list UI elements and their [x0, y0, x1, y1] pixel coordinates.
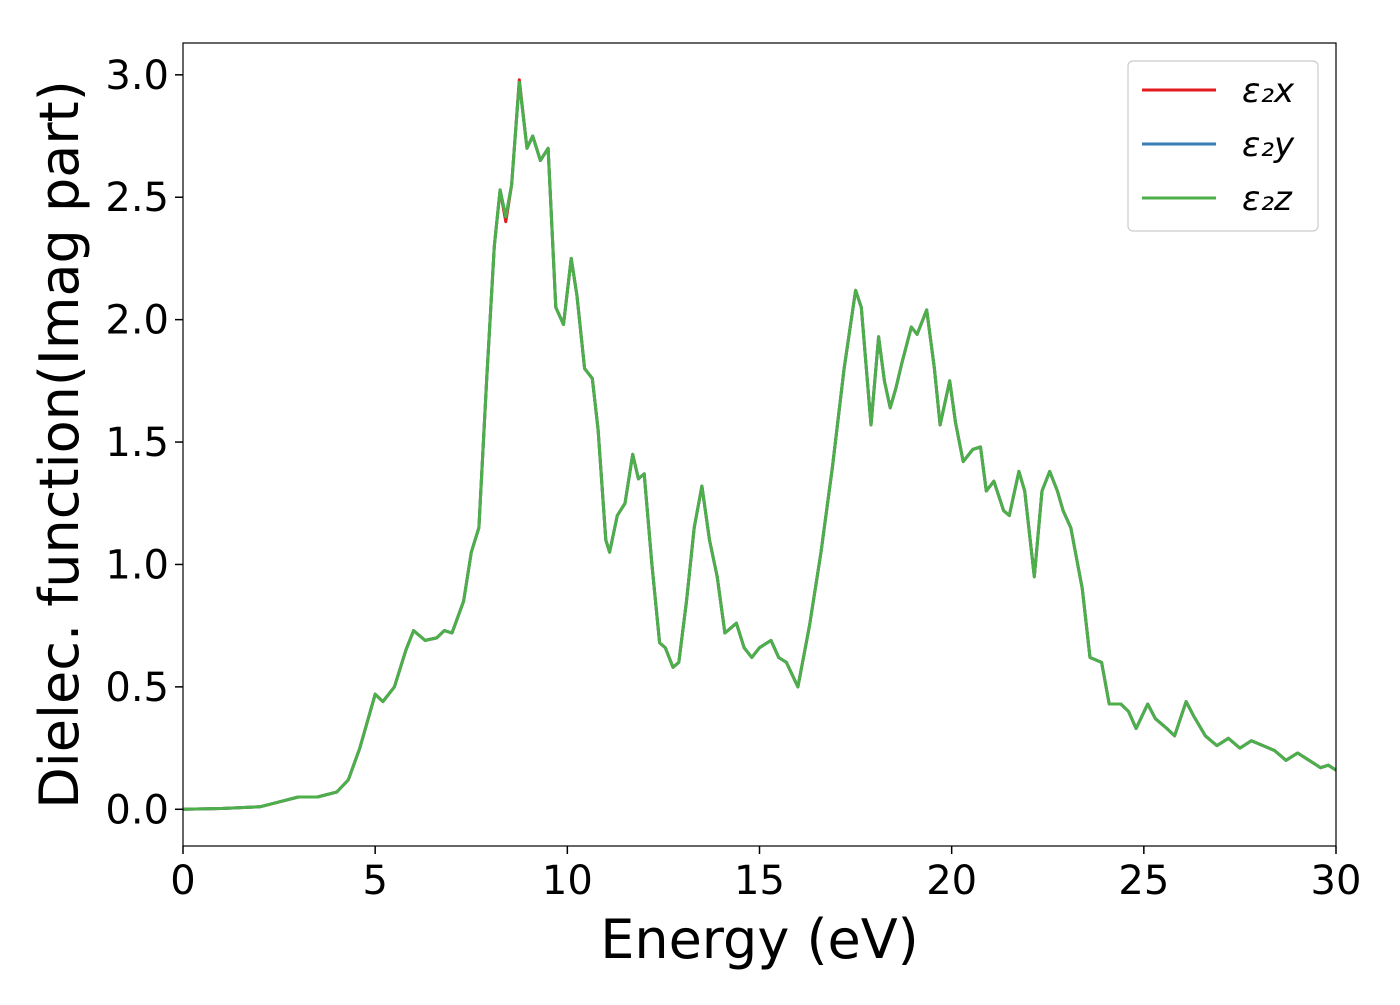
y-tick-label: 1.5 — [105, 420, 169, 466]
y-tick-label: 2.5 — [105, 175, 169, 221]
y-tick-label: 0.5 — [105, 665, 169, 711]
x-tick-label: 30 — [1311, 858, 1362, 904]
y-axis: 0.0 0.5 1.0 1.5 2.0 2.5 3.0 — [105, 53, 183, 833]
legend-box — [1127, 60, 1319, 232]
x-tick-label: 15 — [734, 858, 785, 904]
x-axis: 0 5 10 15 20 25 30 — [170, 846, 1361, 904]
x-tick-label: 5 — [362, 858, 387, 904]
x-tick-label: 0 — [170, 858, 195, 904]
series-layer — [183, 78, 1336, 811]
y-tick-label: 3.0 — [105, 53, 169, 99]
y-axis-title: Dielec. function(Imag part) — [28, 80, 91, 809]
y-tick-label: 1.0 — [105, 542, 169, 588]
x-tick-label: 10 — [542, 858, 593, 904]
x-tick-label: 25 — [1118, 858, 1169, 904]
legend-label: ε₂x — [1242, 71, 1295, 111]
legend: ε₂x ε₂y ε₂z — [1127, 60, 1319, 232]
legend-label: ε₂z — [1242, 179, 1293, 219]
legend-label: ε₂y — [1242, 125, 1295, 165]
x-axis-title: Energy (eV) — [600, 908, 919, 971]
series-line-3 — [183, 80, 1336, 811]
y-tick-label: 0.0 — [105, 787, 169, 833]
y-tick-label: 2.0 — [105, 298, 169, 344]
x-tick-label: 20 — [926, 858, 977, 904]
